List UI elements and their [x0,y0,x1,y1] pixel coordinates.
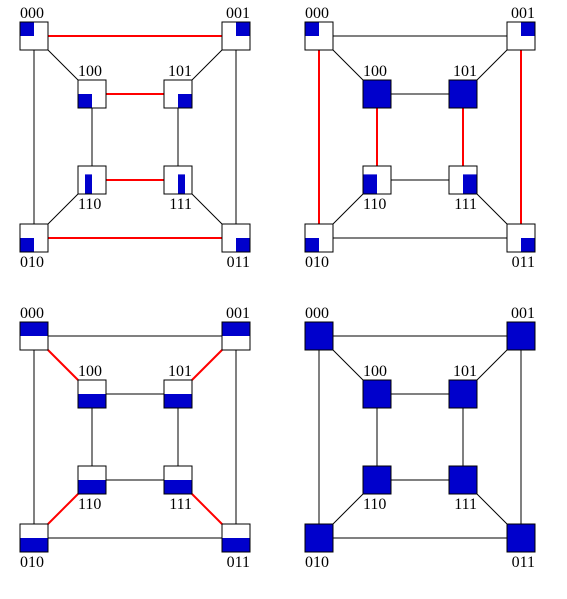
fill-100 [363,80,391,108]
fill-100 [78,394,106,408]
edge-010-110 [48,494,78,524]
hypercube-diagram: 000 001 010 011 100 101 110 111 000 001 010 011 100 1… [0,0,567,599]
label-010: 010 [20,554,44,571]
edge-001-101 [477,350,507,380]
label-111: 111 [169,196,192,213]
fill-000 [305,322,333,350]
label-011: 011 [227,254,250,271]
panel-C: 000 001 010 011 100 101 110 111 [20,305,250,571]
label-000: 000 [305,5,329,22]
label-100: 100 [363,363,387,380]
fill-110 [78,480,106,494]
fill-101 [164,394,192,408]
label-110: 110 [363,496,386,513]
fill-000 [305,22,319,36]
fill-011 [507,524,535,552]
label-010: 010 [305,254,329,271]
label-000: 000 [20,305,44,322]
edge-000-100 [333,50,363,80]
label-011: 011 [512,254,535,271]
fill-101 [449,80,477,108]
fill-111 [463,174,477,194]
label-001: 001 [226,5,250,22]
edge-011-111 [192,194,222,224]
edge-000-100 [48,350,78,380]
fill-110 [363,466,391,494]
edge-000-100 [333,350,363,380]
edge-001-101 [192,50,222,80]
fill-110 [363,174,377,194]
panel-A: 000 001 010 011 100 101 110 111 [20,5,250,271]
fill-000 [20,322,48,336]
label-101: 101 [168,363,192,380]
panel-D: 000 001 010 011 100 101 110 111 [305,305,535,571]
fill-101 [449,380,477,408]
label-011: 011 [227,554,250,571]
label-000: 000 [20,5,44,22]
label-001: 001 [511,305,535,322]
label-111: 111 [454,196,477,213]
fill-001 [507,322,535,350]
fill-111 [178,174,185,194]
label-101: 101 [168,63,192,80]
fill-010 [305,238,319,252]
label-100: 100 [363,63,387,80]
label-111: 111 [169,496,192,513]
fill-101 [178,94,192,108]
edge-011-111 [477,194,507,224]
label-001: 001 [511,5,535,22]
edge-010-110 [333,494,363,524]
edge-011-111 [477,494,507,524]
edge-001-101 [192,350,222,380]
fill-010 [20,538,48,552]
fill-001 [236,22,250,36]
label-100: 100 [78,63,102,80]
edge-001-101 [477,50,507,80]
label-111: 111 [454,496,477,513]
label-101: 101 [453,363,477,380]
label-110: 110 [78,196,101,213]
panel-B: 000 001 010 011 100 101 110 111 [305,5,535,271]
fill-011 [222,538,250,552]
fill-010 [305,524,333,552]
label-010: 010 [20,254,44,271]
edge-000-100 [48,50,78,80]
edge-010-110 [48,194,78,224]
fill-000 [20,22,34,36]
fill-100 [363,380,391,408]
fill-011 [521,238,535,252]
fill-010 [20,238,34,252]
edge-010-110 [333,194,363,224]
fill-111 [449,466,477,494]
label-110: 110 [363,196,386,213]
fill-110 [85,174,92,194]
edge-011-111 [192,494,222,524]
fill-001 [521,22,535,36]
label-010: 010 [305,554,329,571]
fill-111 [164,480,192,494]
label-011: 011 [512,554,535,571]
label-101: 101 [453,63,477,80]
label-000: 000 [305,305,329,322]
label-100: 100 [78,363,102,380]
fill-100 [78,94,92,108]
fill-001 [222,322,250,336]
fill-011 [236,238,250,252]
label-110: 110 [78,496,101,513]
label-001: 001 [226,305,250,322]
